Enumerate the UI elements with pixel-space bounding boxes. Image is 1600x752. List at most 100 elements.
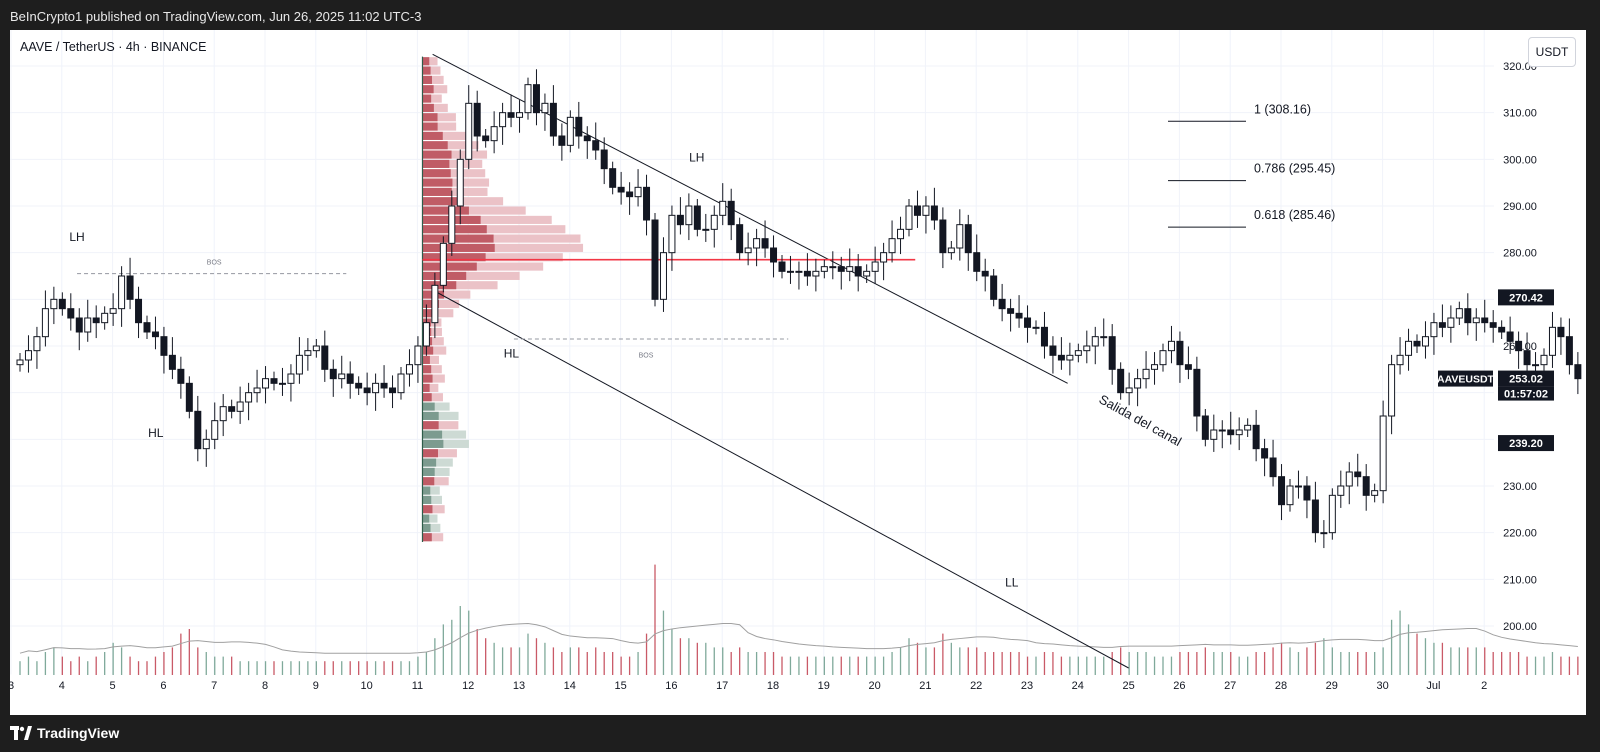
- price-chart[interactable]: 200.00210.00220.00230.00240.00250.00260.…: [10, 30, 1586, 715]
- candle-body: [897, 228, 905, 240]
- candle-body: [837, 266, 845, 272]
- profile-bin-inner: [422, 355, 430, 364]
- candle-body: [1328, 494, 1336, 534]
- countdown-tag-bg: [1498, 386, 1554, 401]
- profile-bin-inner: [422, 309, 437, 318]
- profile-bin: [422, 131, 468, 140]
- profile-bin: [422, 57, 438, 66]
- candle-body: [786, 270, 794, 273]
- profile-bin: [422, 365, 442, 374]
- candle-body: [1548, 326, 1556, 356]
- swing-label: LL: [1005, 575, 1019, 589]
- candle-body: [1201, 415, 1209, 440]
- profile-bin: [422, 383, 439, 392]
- candle-body: [202, 438, 210, 450]
- profile-bin: [422, 458, 453, 467]
- candle-body: [643, 186, 651, 221]
- profile-bin: [422, 337, 444, 346]
- candle-body: [685, 205, 693, 226]
- candle-body: [118, 275, 126, 310]
- candle-body: [609, 168, 617, 188]
- candle-body: [1421, 336, 1429, 347]
- candle-body: [575, 116, 583, 137]
- candle-body: [270, 378, 278, 384]
- candle-body: [329, 368, 337, 380]
- candle-body: [236, 401, 244, 412]
- profile-bin-inner: [422, 243, 495, 252]
- profile-bin: [422, 178, 490, 187]
- candle-body: [1472, 317, 1480, 324]
- candle-body: [1167, 340, 1175, 352]
- candle-body: [126, 275, 134, 300]
- swing-label: HL: [504, 347, 520, 361]
- profile-bin-inner: [422, 66, 431, 75]
- candle-body: [1091, 336, 1099, 347]
- profile-bin: [422, 187, 488, 196]
- candle-body: [1337, 485, 1345, 496]
- candle-body: [1506, 331, 1514, 342]
- candle-body: [92, 317, 100, 324]
- profile-bin: [422, 290, 471, 299]
- candle-body: [1134, 378, 1142, 389]
- candle-body: [871, 261, 879, 272]
- profile-bin-inner: [422, 85, 434, 94]
- profile-bin: [422, 85, 448, 94]
- candle-body: [973, 252, 981, 272]
- candle-body: [482, 135, 490, 142]
- candle-body: [753, 238, 761, 249]
- price-tag: 270.42: [1509, 292, 1543, 304]
- candle-body: [736, 224, 744, 254]
- profile-bin-inner: [422, 103, 434, 112]
- candle-body: [1210, 429, 1218, 440]
- profile-bin: [422, 495, 442, 504]
- candle-body: [1286, 485, 1294, 506]
- symbol-label[interactable]: AAVE / TetherUS · 4h · BINANCE: [20, 40, 207, 54]
- x-tick-label: Jul: [1426, 680, 1440, 692]
- currency-button[interactable]: USDT: [1528, 37, 1576, 67]
- candle-body: [1015, 312, 1023, 319]
- volume-ma-line: [19, 623, 1578, 654]
- fib-level-label: 0.618 (285.46): [1254, 208, 1335, 222]
- profile-bin: [422, 439, 469, 448]
- profile-bin: [422, 206, 526, 215]
- x-tick-label: 30: [1376, 680, 1388, 692]
- profile-bin: [422, 533, 444, 542]
- candle-body: [1074, 350, 1082, 356]
- candle-body: [346, 373, 354, 384]
- x-tick-label: 9: [313, 680, 319, 692]
- profile-bin: [422, 122, 457, 131]
- candle-body: [1464, 308, 1472, 324]
- candle-body: [888, 238, 896, 254]
- profile-bin-inner: [422, 467, 435, 476]
- profile-bin-inner: [422, 486, 431, 495]
- published-bar: BeInCrypto1 published on TradingView.com…: [0, 0, 1600, 30]
- x-tick-label: 8: [262, 680, 268, 692]
- candle-body: [177, 368, 185, 384]
- tradingview-logo[interactable]: TradingView: [10, 725, 119, 741]
- candle-body: [922, 205, 930, 216]
- profile-bin-inner: [422, 299, 439, 308]
- profile-bin: [422, 141, 479, 150]
- x-tick-label: 2: [1481, 680, 1487, 692]
- candle-body: [795, 270, 803, 273]
- candle-body: [1430, 322, 1438, 338]
- x-tick-label: 6: [160, 680, 166, 692]
- chart-frame[interactable]: 200.00210.00220.00230.00240.00250.00260.…: [10, 30, 1586, 715]
- candle-body: [312, 345, 320, 352]
- y-tick-label: 210.00: [1503, 574, 1537, 586]
- candle-body: [431, 284, 439, 324]
- candle-body: [947, 247, 955, 254]
- profile-bin: [422, 374, 445, 383]
- symbol-tag-bg: [1438, 370, 1493, 387]
- y-tick-label: 310.00: [1503, 108, 1537, 120]
- profile-bin-inner: [422, 150, 452, 159]
- profile-bin-inner: [422, 393, 432, 402]
- profile-bin: [422, 449, 457, 458]
- price-tag-bg: [1498, 370, 1554, 387]
- channel-lower-line: [432, 289, 1129, 669]
- candle-body: [558, 135, 566, 146]
- candle-body: [626, 191, 634, 198]
- candle-body: [1049, 345, 1057, 356]
- candle-body: [1362, 476, 1370, 496]
- price-tag: 253.02: [1509, 374, 1543, 386]
